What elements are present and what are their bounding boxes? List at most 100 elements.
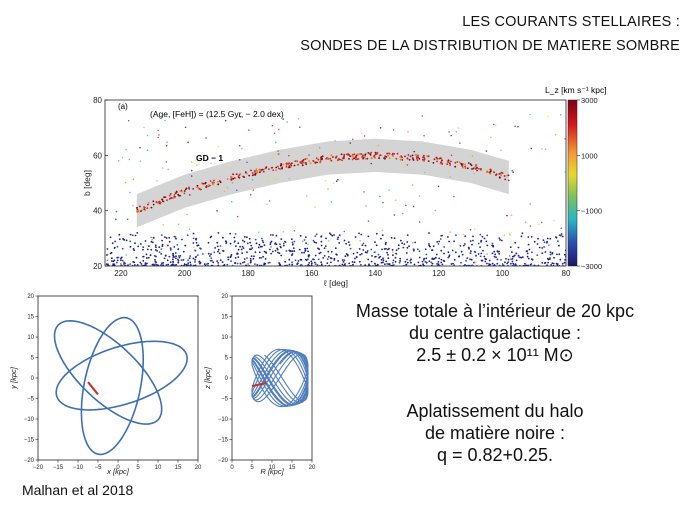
y-tick-label: 40 [93,207,102,216]
disk-star [320,240,323,243]
disk-star [246,257,248,259]
stream-star [179,190,182,193]
disk-star [333,234,335,236]
disk-star [298,248,301,251]
stream-star [327,157,329,160]
disk-star [562,265,564,266]
disk-star [291,241,294,244]
field-star [151,238,153,241]
field-star [459,142,461,144]
disk-star [564,249,566,252]
disk-star [387,257,390,260]
field-star [139,146,141,149]
stream-star [277,165,279,168]
field-star [162,224,164,226]
field-star [541,148,543,150]
rz-panel-axes: 0 5 10 15 20 20 15 10 5 0 −5 −10 −15 −20 R [kpc] z [kpc… [203,294,316,476]
disk-star [522,264,525,266]
disk-star [315,233,318,236]
field-star [560,227,562,229]
disk-star [133,261,136,264]
stream-star [370,157,373,160]
disk-star [280,254,283,257]
disk-star [428,260,431,262]
stream-star [447,160,450,163]
disk-star [479,255,482,258]
y-tick-label: −20 [24,458,35,464]
disk-star [169,247,172,250]
x-tick-label: 180 [241,269,255,278]
field-star [125,254,128,256]
field-star [251,178,254,181]
stream-star [285,164,288,167]
field-star [266,203,268,206]
disk-star [485,240,488,243]
disk-star [353,261,356,264]
orbit-loop [80,316,144,456]
disk-star [259,245,262,248]
field-star [238,144,241,147]
disk-star [358,248,361,250]
disk-star [197,244,200,247]
disk-star [459,245,462,247]
x-tick-label: 20 [195,465,202,471]
field-star [548,244,550,247]
field-star [330,201,333,203]
stream-star [480,168,482,170]
field-star [167,168,169,171]
stream-star [343,155,345,158]
disk-star [394,260,397,263]
disk-star [561,262,564,265]
disk-star [472,239,474,242]
disk-star [148,245,150,248]
field-star [258,231,260,234]
disk-star [431,262,434,265]
field-star [164,119,166,122]
disk-star [469,258,471,261]
stream-star [280,163,283,165]
disk-star [441,234,443,237]
disk-star [239,262,242,265]
field-star [349,142,352,144]
disk-star [366,251,368,254]
disk-star [394,252,397,255]
field-star [186,213,188,216]
disk-star [556,263,559,265]
disk-star [154,244,157,247]
stream-star [355,156,357,159]
stream-star [404,155,406,158]
stream-star [261,168,264,171]
disk-star [563,253,566,256]
disk-star [342,264,345,266]
field-star [490,136,492,139]
stream-star [436,160,438,163]
stream-star [378,156,381,159]
stream-star [383,157,385,160]
stream-star [426,155,428,157]
stream-star [411,154,414,157]
disk-star [263,244,266,247]
field-star [540,221,543,224]
orbit-loop [55,340,188,411]
disk-star [406,258,408,261]
disk-star [167,263,170,266]
disk-star [324,245,327,248]
disk-star [120,256,123,259]
disk-star [120,265,123,266]
disk-star [195,241,198,244]
stream-star [279,164,282,167]
field-star [553,219,555,222]
disk-star [136,265,138,266]
disk-star [388,263,391,266]
disk-star [404,260,407,263]
stream-star [290,164,293,167]
disk-star [217,250,219,253]
x-tick-label: 0 [116,465,120,471]
disk-star [563,261,566,264]
stream-star [374,151,377,154]
disk-star [385,260,388,263]
field-star [327,240,330,242]
disk-star [195,237,198,240]
stream-star [347,153,350,156]
disk-star [154,249,157,251]
